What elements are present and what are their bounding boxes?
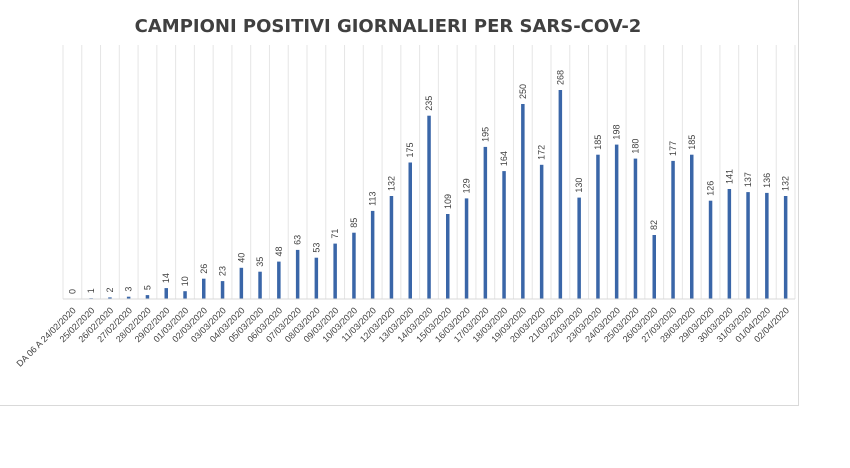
x-axis-labels: DA 06 A 24/02/202025/02/202026/02/202027… <box>14 305 791 368</box>
bar <box>765 192 769 299</box>
bar <box>314 257 319 299</box>
bar <box>295 249 300 299</box>
data-label: 268 <box>555 70 565 85</box>
data-label: 180 <box>630 139 640 154</box>
data-label: 136 <box>762 173 772 188</box>
data-label: 63 <box>293 235 303 245</box>
bars <box>89 90 788 299</box>
data-label: 82 <box>649 220 659 230</box>
bar <box>633 158 638 299</box>
bar <box>652 235 656 299</box>
data-label: 23 <box>218 266 228 276</box>
bar <box>727 189 732 299</box>
bar <box>446 214 450 299</box>
data-label: 198 <box>612 125 622 140</box>
bar <box>239 267 244 299</box>
bar <box>483 146 488 299</box>
data-label: 10 <box>180 276 190 286</box>
data-label: 141 <box>724 169 734 184</box>
bar <box>577 197 581 299</box>
bar <box>145 295 150 299</box>
bar <box>389 196 394 299</box>
data-label: 126 <box>706 181 716 196</box>
bar <box>126 296 131 299</box>
data-label: 177 <box>668 141 678 156</box>
chart-title: CAMPIONI POSITIVI GIORNALIERI PER SARS-C… <box>135 16 642 37</box>
bar <box>277 261 281 299</box>
data-label: 113 <box>368 192 378 206</box>
bar <box>408 162 412 299</box>
data-label: 164 <box>499 151 509 166</box>
data-label: 35 <box>255 257 265 267</box>
data-label: 129 <box>462 178 472 193</box>
bar <box>539 164 544 299</box>
data-label: 85 <box>349 218 359 228</box>
data-label: 185 <box>687 135 697 150</box>
chart-frame <box>0 0 799 406</box>
bar <box>596 154 600 299</box>
data-label: 48 <box>274 247 284 257</box>
grid <box>62 45 796 299</box>
bar <box>690 154 694 299</box>
data-label: 109 <box>443 194 453 209</box>
data-label: 137 <box>743 172 753 187</box>
data-label: 250 <box>518 84 528 99</box>
data-label: 40 <box>236 253 246 263</box>
data-label: 14 <box>161 273 171 283</box>
bar <box>202 278 206 299</box>
bar <box>558 90 563 299</box>
data-label: 1 <box>86 288 96 293</box>
bar <box>427 115 431 299</box>
bar <box>183 291 187 299</box>
bar <box>521 104 525 299</box>
bar <box>220 281 225 299</box>
bar <box>370 210 375 299</box>
data-label: 185 <box>593 135 603 150</box>
bar <box>464 198 469 299</box>
data-label: 172 <box>537 145 547 160</box>
data-label: 26 <box>199 264 209 274</box>
bar <box>614 144 619 299</box>
data-label: 195 <box>480 127 490 142</box>
bar <box>164 288 168 299</box>
data-label: 2 <box>105 287 115 292</box>
bar <box>708 200 713 299</box>
bar <box>108 297 112 299</box>
data-label: 71 <box>330 229 340 239</box>
data-label: 5 <box>142 285 152 290</box>
bar <box>352 232 356 299</box>
data-label: 0 <box>67 289 77 294</box>
data-label: 175 <box>405 142 415 157</box>
data-label: 132 <box>781 176 791 191</box>
bar <box>333 243 337 299</box>
data-label: 235 <box>424 96 434 111</box>
bar <box>502 171 506 299</box>
bar <box>783 196 788 299</box>
bar <box>258 271 262 299</box>
bar <box>671 160 675 299</box>
bar <box>746 192 750 299</box>
data-label: 3 <box>124 287 134 292</box>
data-label: 53 <box>311 243 321 253</box>
data-label: 130 <box>574 178 584 193</box>
data-label: 132 <box>386 176 396 191</box>
